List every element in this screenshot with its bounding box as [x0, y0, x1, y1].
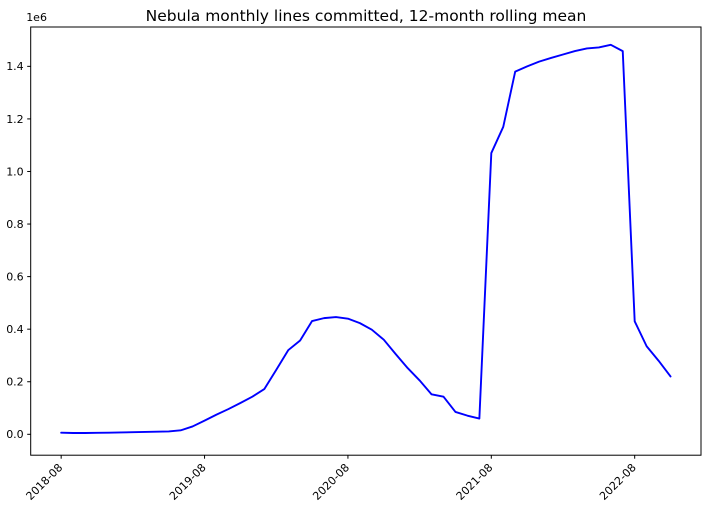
x-tick-label: 2018-08: [24, 461, 66, 503]
x-tick-label: 2019-08: [167, 461, 209, 503]
y-tick-label: 0.0: [6, 428, 24, 441]
y-tick-label: 1.2: [6, 113, 24, 126]
y-tick-label: 1.0: [6, 165, 24, 178]
y-tick-label: 0.6: [6, 271, 24, 284]
data-line: [60, 43, 672, 434]
plot-border: [30, 26, 702, 456]
y-tick-label: 0.2: [6, 376, 24, 389]
x-tick-label: 2021-08: [454, 461, 496, 503]
y-tick-label: 1.4: [6, 60, 24, 73]
y-tick-label: 0.4: [6, 323, 24, 336]
x-tick-label: 2022-08: [597, 461, 639, 503]
chart-title: Nebula monthly lines committed, 12-month…: [145, 7, 587, 25]
y-axis-offset-label: 1e6: [26, 11, 47, 24]
y-tick-label: 0.8: [6, 218, 24, 231]
x-axis: 2018-08 2019-08 2020-08 2021-08 2022-08: [24, 455, 639, 503]
y-axis: 0.0 0.2 0.4 0.6 0.8 1.0 1.2 1.4: [6, 60, 31, 441]
x-tick-label: 2020-08: [310, 461, 352, 503]
